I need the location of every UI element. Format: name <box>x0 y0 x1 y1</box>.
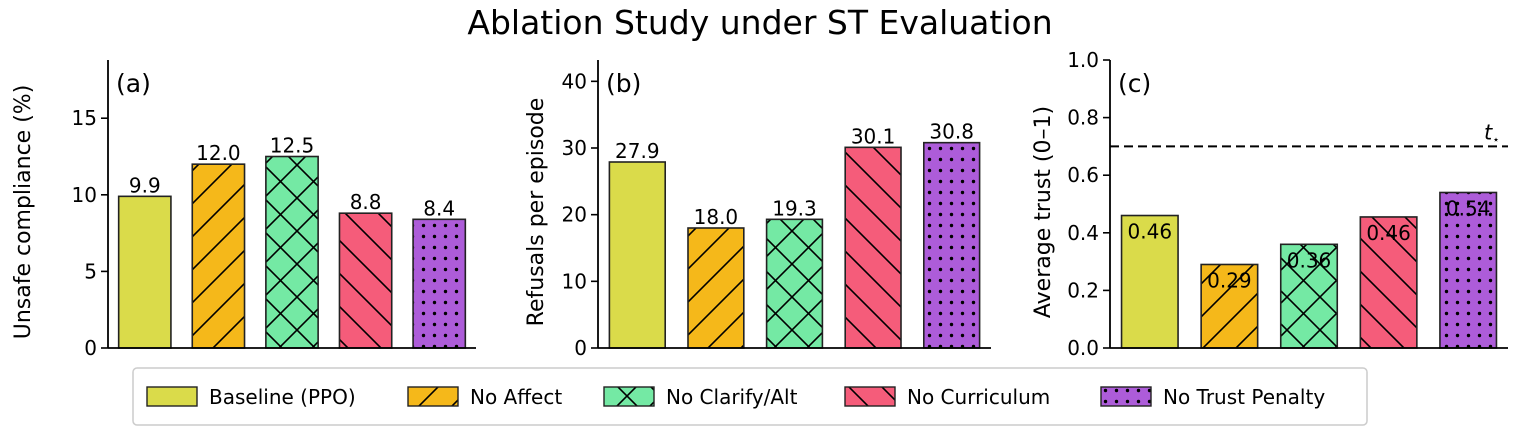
y-axis-label: Unsafe compliance (%) <box>11 85 36 340</box>
panel-label: (b) <box>606 69 641 98</box>
legend-frame <box>132 367 1368 426</box>
data-label: 30.8 <box>929 120 974 144</box>
bar <box>118 196 171 348</box>
data-label: 12.5 <box>270 134 315 158</box>
legend-swatch-outline <box>407 386 459 407</box>
bar-hatch <box>192 164 245 348</box>
y-tick-label: 0 <box>574 336 587 360</box>
y-tick-label: 10 <box>72 183 97 207</box>
data-label: 9.9 <box>129 173 161 197</box>
legend-swatch-outline <box>1100 386 1152 407</box>
y-axis-label: Average trust (0–1) <box>1031 106 1056 318</box>
y-tick-label: 0.4 <box>1067 221 1099 245</box>
legend-swatch-hatch <box>604 387 654 406</box>
bar <box>1121 215 1179 348</box>
legend-swatch-hatch <box>845 387 895 406</box>
bar-hatch <box>1360 216 1417 348</box>
y-tick-label: 0.0 <box>1067 336 1099 360</box>
y-tick-label: 0.8 <box>1067 106 1099 130</box>
data-label: 0.46 <box>1128 220 1173 244</box>
y-tick-label: 0 <box>84 336 97 360</box>
legend-entry: No Clarify/Alt <box>603 385 798 409</box>
y-tick-label: 0.2 <box>1067 278 1099 302</box>
data-label: 0.29 <box>1207 268 1252 292</box>
panel-label: (c) <box>1118 69 1151 98</box>
y-tick-label: 10 <box>562 269 587 293</box>
legend-swatch-outline <box>146 386 198 407</box>
panel-c: 0.46 0.29 0.36 0.46 0.54 t⋆ 0.0 0.2 0.4 0.6 0.8 1.0… <box>1031 48 1508 360</box>
y-tick-label: 5 <box>84 259 97 283</box>
y-tick-label: 15 <box>72 106 97 130</box>
legend-swatch-hatch <box>1101 387 1151 406</box>
data-label: 12.0 <box>196 141 241 165</box>
bar-hatch <box>766 219 823 348</box>
y-tick-label: 1.0 <box>1067 48 1099 72</box>
legend-entry: No Affect <box>407 385 562 409</box>
data-label: 8.4 <box>423 196 455 220</box>
legend-label: No Affect <box>470 385 562 409</box>
data-label: 18.0 <box>694 205 739 229</box>
panel-b: 27.9 18.0 19.3 30.1 30.8 0 10 20 30 40 Refusals pe… <box>524 60 991 360</box>
data-label: 30.1 <box>851 124 896 148</box>
legend-label: No Trust Penalty <box>1163 385 1325 409</box>
legend-label: No Curriculum <box>907 385 1050 409</box>
legend-label: No Clarify/Alt <box>666 385 798 409</box>
panel-label: (a) <box>116 69 151 98</box>
legend-label: Baseline (PPO) <box>209 385 356 409</box>
legend-entry: Baseline (PPO) <box>146 385 356 409</box>
bar-hatch <box>265 156 319 348</box>
bar-hatch <box>339 213 392 348</box>
data-label: 0.54 <box>1446 196 1491 220</box>
y-tick-label: 30 <box>562 136 587 160</box>
y-tick-label: 20 <box>562 203 587 227</box>
legend: Baseline (PPO) No Affect No Clarify/Alt No … <box>132 367 1368 426</box>
bar-hatch <box>687 228 744 348</box>
y-axis-label: Refusals per episode <box>524 98 549 327</box>
y-tick-label: 0.6 <box>1067 163 1099 187</box>
bar-hatch <box>413 219 466 348</box>
legend-swatch-outline <box>603 386 655 407</box>
data-label: 0.36 <box>1287 248 1332 272</box>
figure-title: Ablation Study under ST Evaluation <box>467 3 1052 42</box>
threshold-label: t⋆ <box>1484 120 1500 146</box>
bar <box>609 162 666 348</box>
legend-swatch <box>147 387 197 406</box>
bar-hatch <box>1439 192 1497 348</box>
legend-entry: No Trust Penalty <box>1100 385 1325 409</box>
data-label: 19.3 <box>772 196 817 220</box>
bar-hatch <box>1201 264 1258 348</box>
data-label: 8.8 <box>350 190 382 214</box>
bar-hatch <box>923 142 980 348</box>
legend-swatch-hatch <box>408 387 458 406</box>
data-label: 27.9 <box>615 139 660 163</box>
data-label: 0.46 <box>1366 221 1411 245</box>
y-tick-label: 40 <box>562 69 587 93</box>
bar-hatch <box>845 147 902 348</box>
panel-a: 9.9 12.0 12.5 8.8 8.4 0 5 10 15 Unsafe compliance… <box>11 60 476 360</box>
bar-hatch <box>1280 244 1338 348</box>
legend-swatch-outline <box>844 386 896 407</box>
legend-entry: No Curriculum <box>844 385 1050 409</box>
